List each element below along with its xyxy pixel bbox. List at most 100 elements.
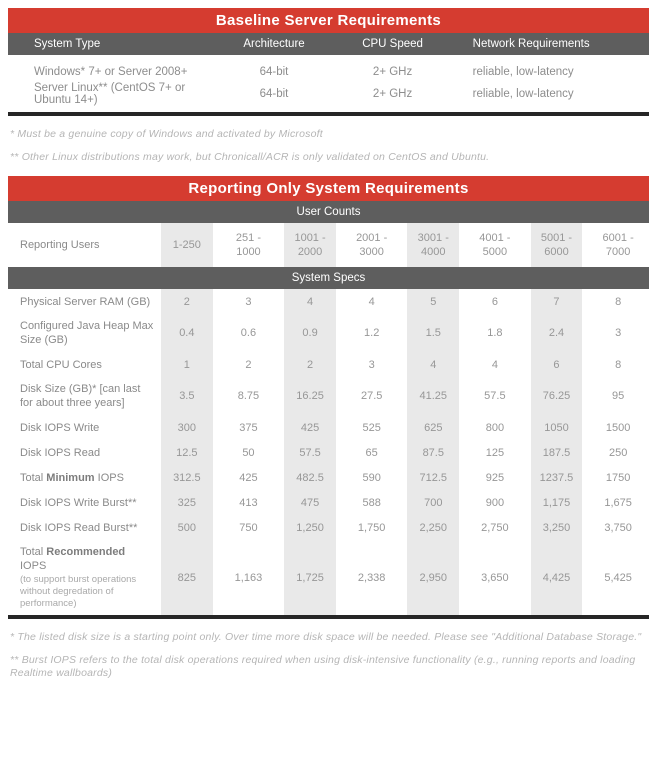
value-cell: 187.5 xyxy=(526,440,588,465)
value-cell: 3.5 xyxy=(156,377,218,415)
row-label: Physical Server RAM (GB) xyxy=(20,295,151,308)
baseline-footnotes: * Must be a genuine copy of Windows and … xyxy=(10,128,649,164)
spec-row: Total Minimum IOPS 312.5 425 482.5 590 712.5 9… xyxy=(8,465,649,490)
footnote: ** Burst IOPS refers to the total disk o… xyxy=(10,654,636,679)
baseline-column-header: Network Requirements xyxy=(472,38,590,50)
spec-row: Disk Size (GB)* [can last for about thre… xyxy=(8,377,649,415)
value-cell: 2,250 xyxy=(402,515,464,540)
value-cell: 750 xyxy=(239,521,258,534)
value-cell: 87.5 xyxy=(402,440,464,465)
value-cell: 825 xyxy=(156,540,218,615)
row-label: Configured Java Heap Max Size (GB) xyxy=(20,320,154,346)
baseline-row: Server Linux** (CentOS 7+ or Ubuntu 14+)… xyxy=(8,82,649,112)
value-cell: 3 xyxy=(368,358,375,371)
value-cell: 1,675 xyxy=(604,496,632,509)
row-label: Disk IOPS Write xyxy=(20,421,100,434)
spec-row: Disk IOPS Write Burst** 325 413 475 588 700 90… xyxy=(8,490,649,515)
spec-row: Total Recommended IOPS (to support burst … xyxy=(8,540,649,615)
value-cell: 325 xyxy=(156,490,218,515)
value-cell: 2,338 xyxy=(357,571,386,584)
value-cell: 1.8 xyxy=(487,327,503,339)
value-cell: 1750 xyxy=(605,471,631,484)
row-label: Total Recommended IOPS (to support burst … xyxy=(8,540,156,615)
value-cell: 1 xyxy=(156,352,218,377)
value-cell: 0.9 xyxy=(279,314,341,352)
value-cell: 4 xyxy=(279,289,341,314)
reporting-table: User Counts Reporting Users 1-250 251 - 100… xyxy=(8,201,649,619)
baseline-column-header: Architecture xyxy=(243,38,305,50)
baseline-cell: reliable, low-latency xyxy=(472,88,574,100)
value-cell: 125 xyxy=(485,446,505,459)
value-cell: 375 xyxy=(239,421,258,434)
value-cell: 4,425 xyxy=(526,540,588,615)
value-cell: 2,750 xyxy=(481,521,509,534)
value-cell: 3,250 xyxy=(526,515,588,540)
value-cell: 8 xyxy=(615,358,622,371)
value-cell: 525 xyxy=(362,421,381,434)
user-counts-banner: User Counts xyxy=(8,201,649,223)
user-counts-row: Reporting Users 1-250 251 - 1000 1001 - 200… xyxy=(8,223,649,267)
value-cell: 1,750 xyxy=(357,521,386,534)
value-cell: 1,250 xyxy=(279,515,341,540)
row-label: Disk IOPS Write Burst** xyxy=(20,496,137,509)
range-cell: 1001 - 2000 xyxy=(279,223,341,267)
value-cell: 0.6 xyxy=(240,327,257,339)
spec-row: Total CPU Cores 1 2 2 3 4 4 6 8 xyxy=(8,352,649,377)
row-label: Reporting Users xyxy=(20,239,100,251)
reporting-table-title: Reporting Only System Requirements xyxy=(8,176,649,201)
baseline-header-row: System Type Architecture CPU Speed Network … xyxy=(8,33,649,55)
value-cell: 76.25 xyxy=(526,377,588,415)
value-cell: 475 xyxy=(279,490,341,515)
row-label-bold: Recommended xyxy=(46,546,126,558)
range-cell: 1-250 xyxy=(156,223,218,267)
value-cell: 57.5 xyxy=(484,390,506,402)
footnote: * Must be a genuine copy of Windows and … xyxy=(10,128,323,140)
value-cell: 588 xyxy=(362,496,381,509)
value-cell: 8.75 xyxy=(237,390,260,402)
value-cell: 413 xyxy=(239,496,258,509)
value-cell: 8 xyxy=(615,295,622,308)
row-label: Total CPU Cores xyxy=(20,358,102,371)
value-cell: 1237.5 xyxy=(526,465,588,490)
baseline-cell: Windows* 7+ or Server 2008+ xyxy=(34,65,188,78)
range-cell: 2001 - 3000 xyxy=(356,232,388,258)
value-cell: 312.5 xyxy=(156,465,218,490)
spec-row: Disk IOPS Read 12.5 50 57.5 65 87.5 125 187.5 25… xyxy=(8,440,649,465)
value-cell: 1050 xyxy=(526,415,588,440)
value-cell: 425 xyxy=(239,471,258,484)
footnote: * The listed disk size is a starting poi… xyxy=(10,631,642,643)
baseline-column-header: CPU Speed xyxy=(362,38,423,50)
value-cell: 2,950 xyxy=(402,540,464,615)
system-specs-banner: System Specs xyxy=(8,267,649,289)
row-label-bold: Minimum xyxy=(46,471,95,484)
spec-row: Configured Java Heap Max Size (GB) 0.4 0.6… xyxy=(8,314,649,352)
row-label: Disk Size (GB)* [can last for about thre… xyxy=(20,383,141,409)
row-label: Total Minimum IOPS xyxy=(20,471,124,484)
value-cell: 250 xyxy=(608,446,628,459)
value-cell: 625 xyxy=(402,415,464,440)
value-cell: 27.5 xyxy=(360,390,383,402)
value-cell: 3 xyxy=(615,327,622,339)
value-cell: 65 xyxy=(365,446,378,459)
range-cell: 4001 - 5000 xyxy=(479,232,511,258)
value-cell: 700 xyxy=(402,490,464,515)
value-cell: 1500 xyxy=(605,421,631,434)
value-cell: 5 xyxy=(402,289,464,314)
value-cell: 800 xyxy=(485,421,505,434)
value-cell: 482.5 xyxy=(279,465,341,490)
value-cell: 590 xyxy=(362,471,381,484)
range-cell: 3001 - 4000 xyxy=(402,223,464,267)
baseline-cell: Server Linux** (CentOS 7+ or Ubuntu 14+) xyxy=(34,82,186,106)
baseline-row: Windows* 7+ or Server 2008+ 64-bit 2+ GHz r… xyxy=(8,55,649,82)
value-cell: 1,175 xyxy=(526,490,588,515)
value-cell: 900 xyxy=(485,496,505,509)
value-cell: 425 xyxy=(279,415,341,440)
row-label: Disk IOPS Read Burst** xyxy=(20,521,138,534)
range-cell: 5001 - 6000 xyxy=(526,223,588,267)
value-cell: 712.5 xyxy=(402,465,464,490)
value-cell: 2 xyxy=(279,352,341,377)
value-cell: 4 xyxy=(402,352,464,377)
spec-row: Physical Server RAM (GB) 2 3 4 4 5 6 7 8 xyxy=(8,289,649,314)
value-cell: 50 xyxy=(242,446,255,459)
